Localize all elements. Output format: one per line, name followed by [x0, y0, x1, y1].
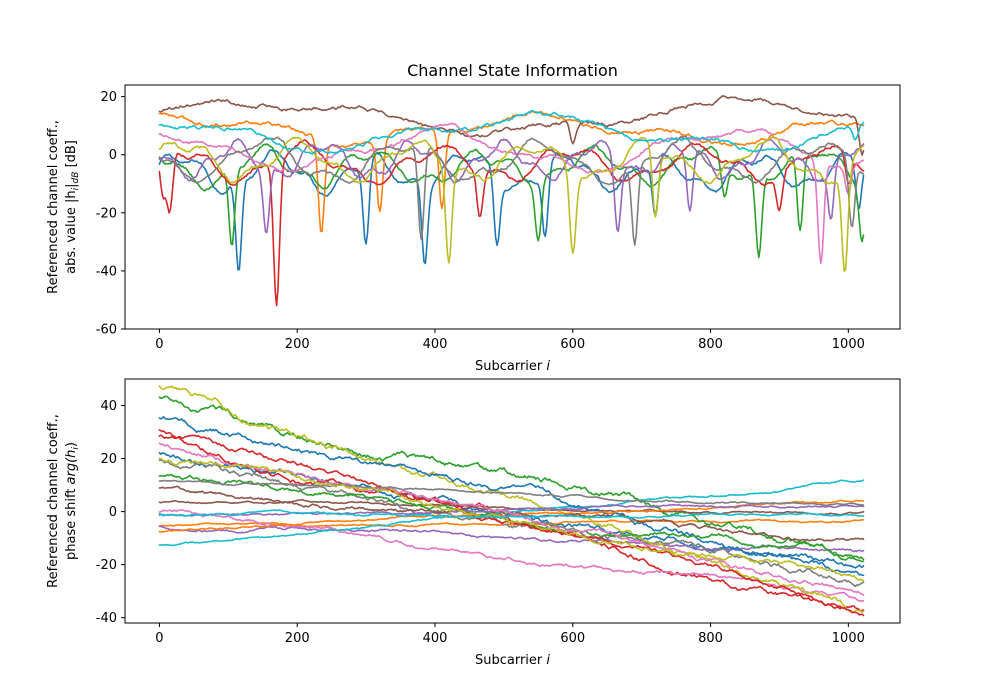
y-tick-label: 0	[109, 148, 117, 163]
y-axis-label-open: (h	[64, 450, 79, 463]
x-tick-label: 400	[423, 337, 448, 352]
x-tick-label: 800	[698, 631, 723, 646]
series-line-8	[158, 136, 865, 272]
x-axis-label-var: i	[546, 653, 550, 668]
y-axis-label-line2-text: phase shift	[64, 484, 79, 560]
x-axis-label-text: Subcarrier	[475, 359, 546, 374]
phase-panel: 0 200 400 600 800 1000 -40 -20 0 20 40 Subcarrier i…	[46, 378, 901, 668]
x-tick-label: 1000	[832, 337, 865, 352]
y-tick-label: -40	[96, 611, 117, 626]
plot-frame	[124, 378, 901, 624]
y-axis-label-sub: i	[71, 187, 81, 190]
y-tick-label: -20	[96, 206, 117, 221]
x-axis-label-var: i	[546, 359, 550, 374]
series-group	[158, 385, 865, 617]
x-tick-label: 600	[560, 337, 585, 352]
x-axis-label: Subcarrier i	[475, 653, 550, 668]
y-axis-label-end: [dB]	[64, 140, 79, 171]
plot-frame	[124, 84, 901, 330]
y-axis-label-line2: abs. value |hi|dB [dB]	[64, 140, 81, 274]
y-tick-label: -60	[96, 323, 117, 338]
series-line-18	[158, 457, 865, 582]
y-axis-label-close: )	[64, 442, 79, 447]
y-axis-label-sub2: dB	[71, 172, 81, 184]
series-line-2	[158, 395, 865, 563]
y-axis-label-func: arg	[64, 463, 79, 485]
y-axis-label-mid: |	[64, 183, 79, 187]
series-line-1	[158, 110, 865, 233]
x-tick-label: 800	[698, 337, 723, 352]
series-line-6	[158, 122, 865, 264]
y-axis-label-sub: i	[71, 447, 81, 450]
series-line-17	[158, 479, 865, 507]
series-line-7	[158, 135, 865, 246]
series-line-4	[158, 137, 865, 234]
x-tick-label: 200	[285, 631, 310, 646]
y-tick-label: 20	[100, 90, 117, 105]
series-line-14	[158, 503, 865, 517]
x-tick-label: 600	[560, 631, 585, 646]
x-tick-label: 200	[285, 337, 310, 352]
x-tick-label: 1000	[832, 631, 865, 646]
y-tick-label: 40	[100, 399, 117, 414]
x-tick-label: 0	[155, 337, 163, 352]
y-axis-label-line2-text: abs. value |h	[64, 190, 79, 274]
y-axis-label-line2: phase shift arg(hi)	[64, 442, 81, 560]
x-axis-label-text: Subcarrier	[475, 653, 546, 668]
y-tick-label: -20	[96, 558, 117, 573]
series-line-1	[158, 518, 865, 528]
y-axis-label-line1-text: Referenced channel coeff.,	[46, 120, 61, 294]
series-line-10	[158, 416, 865, 569]
series-line-9	[158, 479, 865, 547]
y-tick-label: 20	[100, 452, 117, 467]
series-line-8	[158, 385, 865, 614]
series-line-3	[158, 139, 865, 307]
series-line-4	[158, 525, 865, 553]
y-tick-label: 0	[109, 505, 117, 520]
x-axis-label: Subcarrier i	[475, 359, 550, 374]
y-axis-label-line1-text: Referenced channel coeff.,	[46, 414, 61, 588]
magnitude-panel: 0 200 400 600 800 1000 -60 -40 -20 0 20 Subcarrier …	[46, 61, 901, 374]
series-line-0	[158, 149, 865, 271]
series-line-5	[158, 94, 865, 156]
y-axis-label-line1: Referenced channel coeff.,	[46, 414, 61, 588]
chart-title: Channel State Information	[407, 61, 618, 80]
y-tick-label: -40	[96, 264, 117, 279]
series-line-9	[158, 109, 865, 155]
series-line-19	[158, 509, 865, 519]
y-axis-label-line1: Referenced channel coeff.,	[46, 120, 61, 294]
x-tick-label: 400	[423, 631, 448, 646]
x-tick-label: 0	[155, 631, 163, 646]
series-group	[158, 94, 865, 307]
